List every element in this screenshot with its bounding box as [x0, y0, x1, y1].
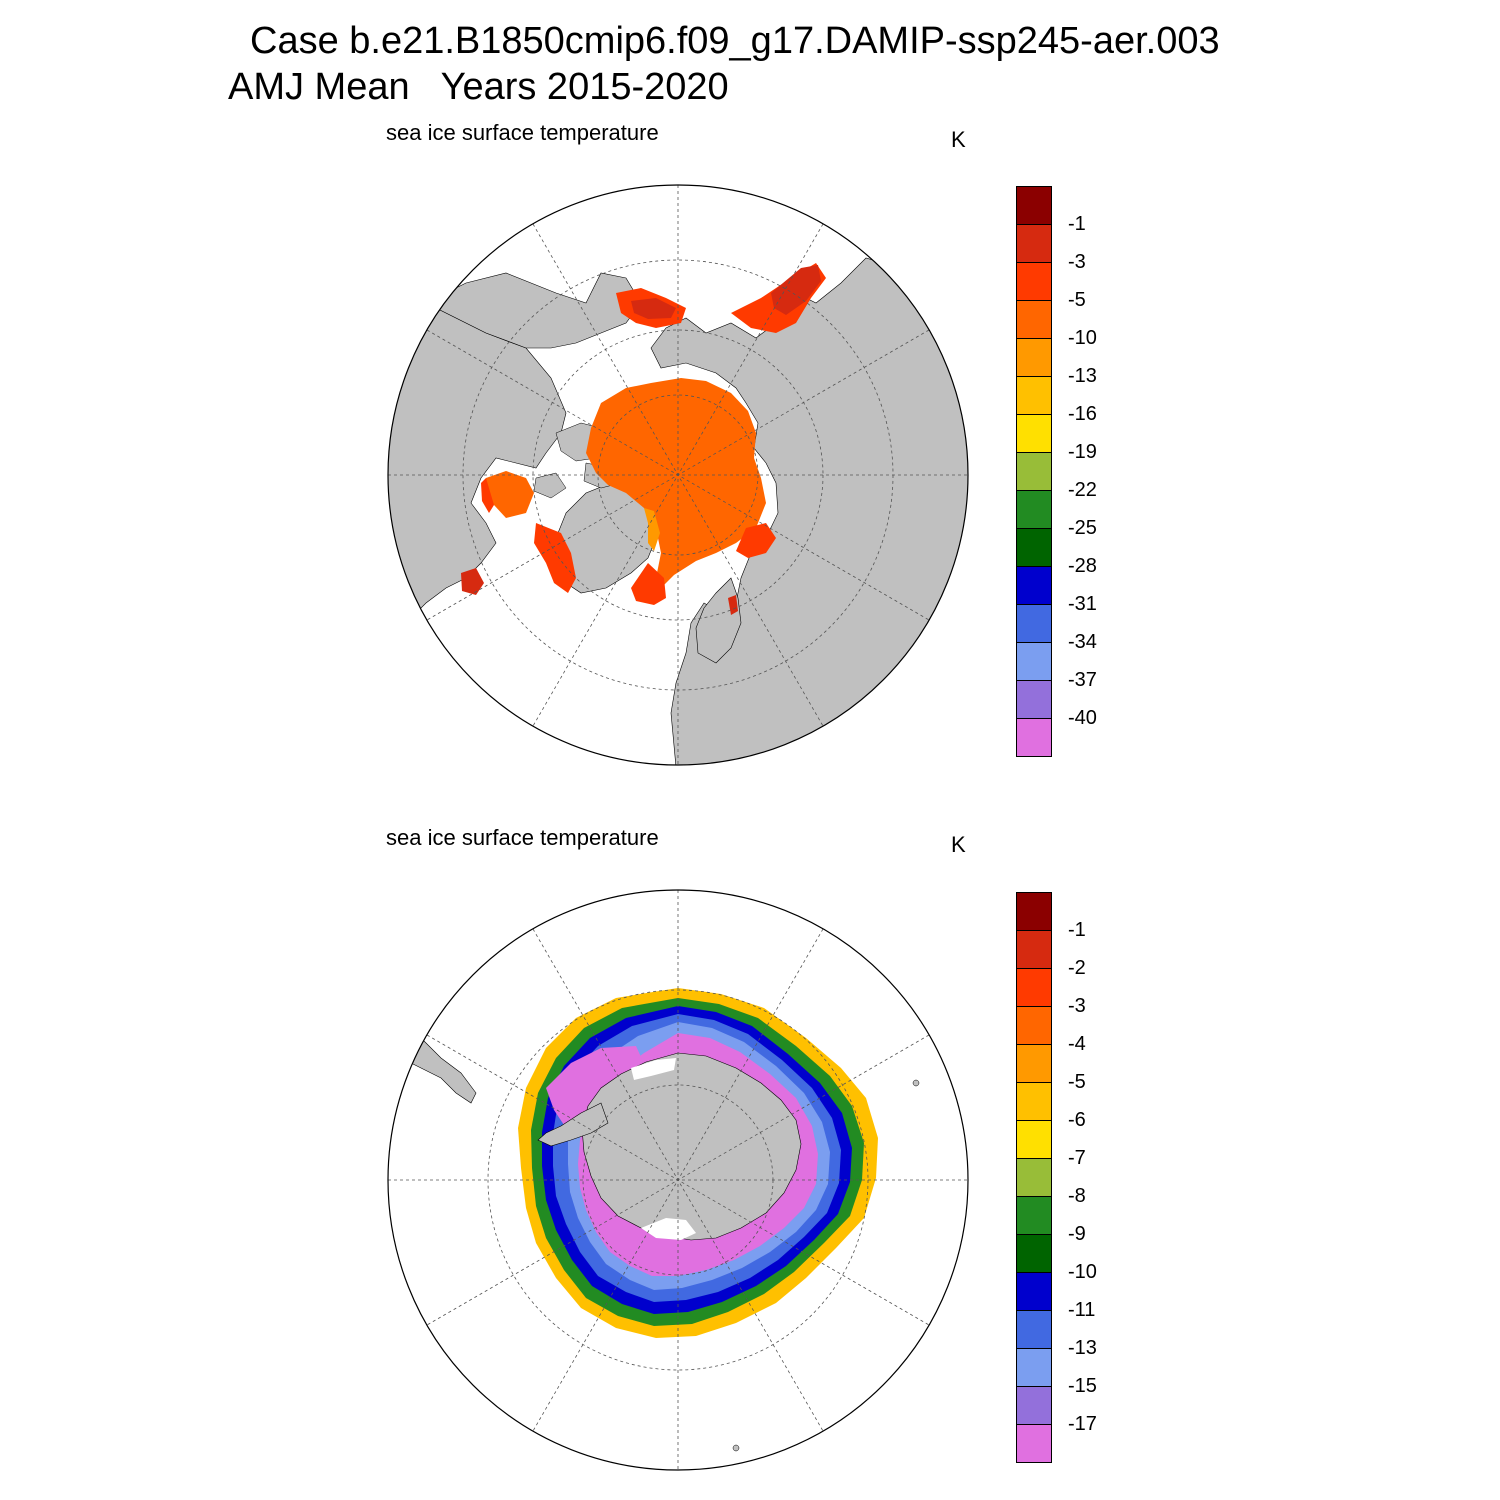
colorbar-swatch — [1017, 1235, 1051, 1273]
colorbar-swatch — [1017, 1159, 1051, 1197]
colorbar-swatch — [1017, 1425, 1051, 1462]
colorbar-tick-label: -5 — [1068, 1071, 1086, 1093]
colorbar-swatch — [1017, 1083, 1051, 1121]
ice-bering-warm — [631, 298, 676, 319]
colorbar-swatch — [1017, 681, 1051, 719]
colorbar-swatch — [1017, 1121, 1051, 1159]
colorbar-swatch — [1017, 1273, 1051, 1311]
panel-south-subtitle: sea ice surface temperature — [386, 825, 659, 850]
colorbar-tick-label: -37 — [1068, 669, 1097, 691]
colorbar-swatch — [1017, 339, 1051, 377]
colorbar-tick-label: -10 — [1068, 327, 1097, 349]
colorbar-tick-label: -28 — [1068, 555, 1097, 577]
colorbar-tick-label: -1 — [1068, 919, 1086, 941]
colorbar-swatch — [1017, 605, 1051, 643]
colorbar-swatch — [1017, 719, 1051, 756]
colorbar-tick-label: -15 — [1068, 1375, 1097, 1397]
colorbar-swatch — [1017, 225, 1051, 263]
colorbar-tick-label: -19 — [1068, 441, 1097, 463]
ice-hudson-bay — [484, 471, 534, 518]
colorbar-tick-label: -25 — [1068, 517, 1097, 539]
colorbar-tick-label: -7 — [1068, 1147, 1086, 1169]
colorbar-swatch — [1017, 529, 1051, 567]
colorbar-swatch — [1017, 1007, 1051, 1045]
weddell-ice-shelf — [631, 1058, 676, 1080]
ice-hudson-edge — [481, 478, 494, 513]
colorbar-swatch — [1017, 1045, 1051, 1083]
panel-north-units: K — [951, 127, 966, 152]
land-antarctic-peninsula — [537, 1102, 609, 1147]
colorbar-swatch — [1017, 301, 1051, 339]
figure-title-line1: Case b.e21.B1850cmip6.f09_g17.DAMIP-ssp2… — [250, 20, 1220, 62]
colorbar-tick-label: -6 — [1068, 1109, 1086, 1131]
ice-arctic-basin — [586, 378, 766, 588]
ice-weddell — [546, 1046, 646, 1136]
colorbar-tick-label: -17 — [1068, 1413, 1097, 1435]
figure-title-line2: AMJ Mean Years 2015-2020 — [228, 66, 729, 108]
ice-okhotsk-warm — [771, 265, 821, 315]
colorbar-tick-label: -16 — [1068, 403, 1097, 425]
colorbar-swatch — [1017, 263, 1051, 301]
colorbar-swatch — [1017, 377, 1051, 415]
colorbar-tick-label: -3 — [1068, 251, 1086, 273]
colorbar-swatch — [1017, 1349, 1051, 1387]
panel-north-subtitle: sea ice surface temperature — [386, 120, 659, 145]
land-antarctica — [581, 1052, 802, 1241]
arctic-polar-map — [387, 184, 969, 766]
colorbar-tick-label: -9 — [1068, 1223, 1086, 1245]
colorbar-tick-label: -1 — [1068, 213, 1086, 235]
colorbar-swatch — [1017, 1387, 1051, 1425]
ice-greenland-east — [631, 563, 666, 605]
colorbar-swatch — [1017, 567, 1051, 605]
ice-labrador-warm — [461, 568, 484, 595]
colorbar-tick-label: -4 — [1068, 1033, 1086, 1055]
colorbar-swatch — [1017, 969, 1051, 1007]
colorbar-tick-label: -13 — [1068, 1337, 1097, 1359]
colorbar-swatch — [1017, 415, 1051, 453]
colorbar-swatch — [1017, 453, 1051, 491]
colorbar-tick-label: -13 — [1068, 365, 1097, 387]
colorbar-tick-label: -40 — [1068, 707, 1097, 729]
colorbar-tick-label: -2 — [1068, 957, 1086, 979]
colorbar-swatch — [1017, 893, 1051, 931]
colorbar-swatch — [1017, 187, 1051, 225]
colorbar-tick-label: -8 — [1068, 1185, 1086, 1207]
panel-south-units: K — [951, 832, 966, 857]
colorbar-swatch — [1017, 1311, 1051, 1349]
colorbar-tick-label: -10 — [1068, 1261, 1097, 1283]
colorbar-tick-label: -34 — [1068, 631, 1097, 653]
colorbar-tick-label: -31 — [1068, 593, 1097, 615]
ice-cold-strip — [644, 508, 660, 551]
ross-ice-shelf — [641, 1218, 696, 1240]
colorbar-tick-label: -5 — [1068, 289, 1086, 311]
colorbar-swatch — [1017, 643, 1051, 681]
ice-baltic — [728, 595, 738, 615]
colorbar-tick-label: -11 — [1068, 1299, 1096, 1321]
colorbar-swatch — [1017, 1197, 1051, 1235]
colorbar-tick-label: -3 — [1068, 995, 1086, 1017]
colorbar-tick-label: -22 — [1068, 479, 1097, 501]
ice-baffin — [534, 523, 576, 593]
antarctic-polar-map — [387, 889, 969, 1471]
ice-barents-edge — [736, 523, 776, 558]
colorbar-swatch — [1017, 491, 1051, 529]
colorbar-swatch — [1017, 931, 1051, 969]
